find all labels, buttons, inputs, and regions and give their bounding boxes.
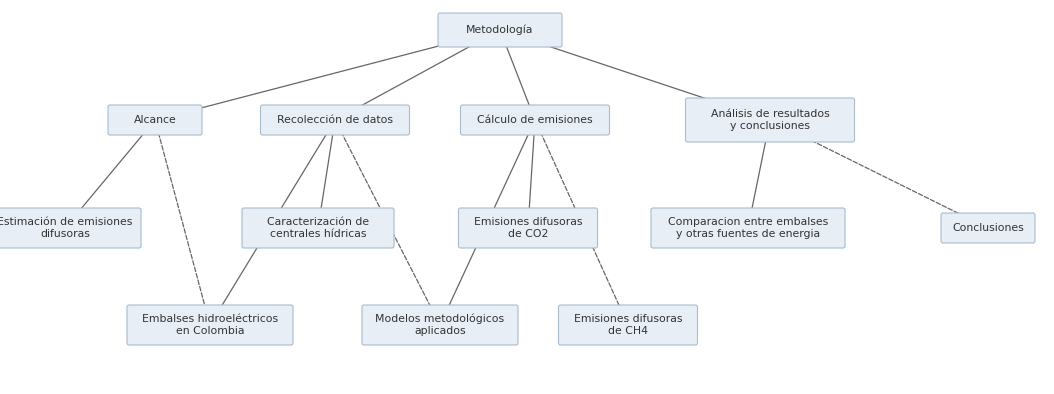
FancyBboxPatch shape	[458, 208, 598, 248]
FancyBboxPatch shape	[362, 305, 518, 345]
Text: Emisiones difusoras
de CO2: Emisiones difusoras de CO2	[473, 217, 582, 239]
FancyBboxPatch shape	[559, 305, 698, 345]
Text: Metodología: Metodología	[466, 25, 533, 35]
Text: Conclusiones: Conclusiones	[952, 223, 1023, 233]
Text: Embalses hidroeléctricos
en Colombia: Embalses hidroeléctricos en Colombia	[142, 314, 278, 336]
Text: Caracterización de
centrales hídricas: Caracterización de centrales hídricas	[267, 217, 369, 239]
Text: Recolección de datos: Recolección de datos	[277, 115, 393, 125]
FancyBboxPatch shape	[0, 208, 141, 248]
FancyBboxPatch shape	[941, 213, 1035, 243]
FancyBboxPatch shape	[126, 305, 293, 345]
Text: Comparacion entre embalses
y otras fuentes de energia: Comparacion entre embalses y otras fuent…	[668, 217, 828, 239]
FancyBboxPatch shape	[108, 105, 202, 135]
FancyBboxPatch shape	[651, 208, 845, 248]
FancyBboxPatch shape	[685, 98, 855, 142]
Text: Estimación de emisiones
difusoras: Estimación de emisiones difusoras	[0, 217, 133, 239]
Text: Análisis de resultados
y conclusiones: Análisis de resultados y conclusiones	[710, 109, 829, 131]
Text: Emisiones difusoras
de CH4: Emisiones difusoras de CH4	[573, 314, 682, 336]
Text: Cálculo de emisiones: Cálculo de emisiones	[477, 115, 592, 125]
Text: Alcance: Alcance	[134, 115, 176, 125]
FancyBboxPatch shape	[461, 105, 609, 135]
FancyBboxPatch shape	[260, 105, 410, 135]
Text: Modelos metodológicos
aplicados: Modelos metodológicos aplicados	[375, 314, 505, 336]
FancyBboxPatch shape	[242, 208, 394, 248]
FancyBboxPatch shape	[438, 13, 562, 47]
